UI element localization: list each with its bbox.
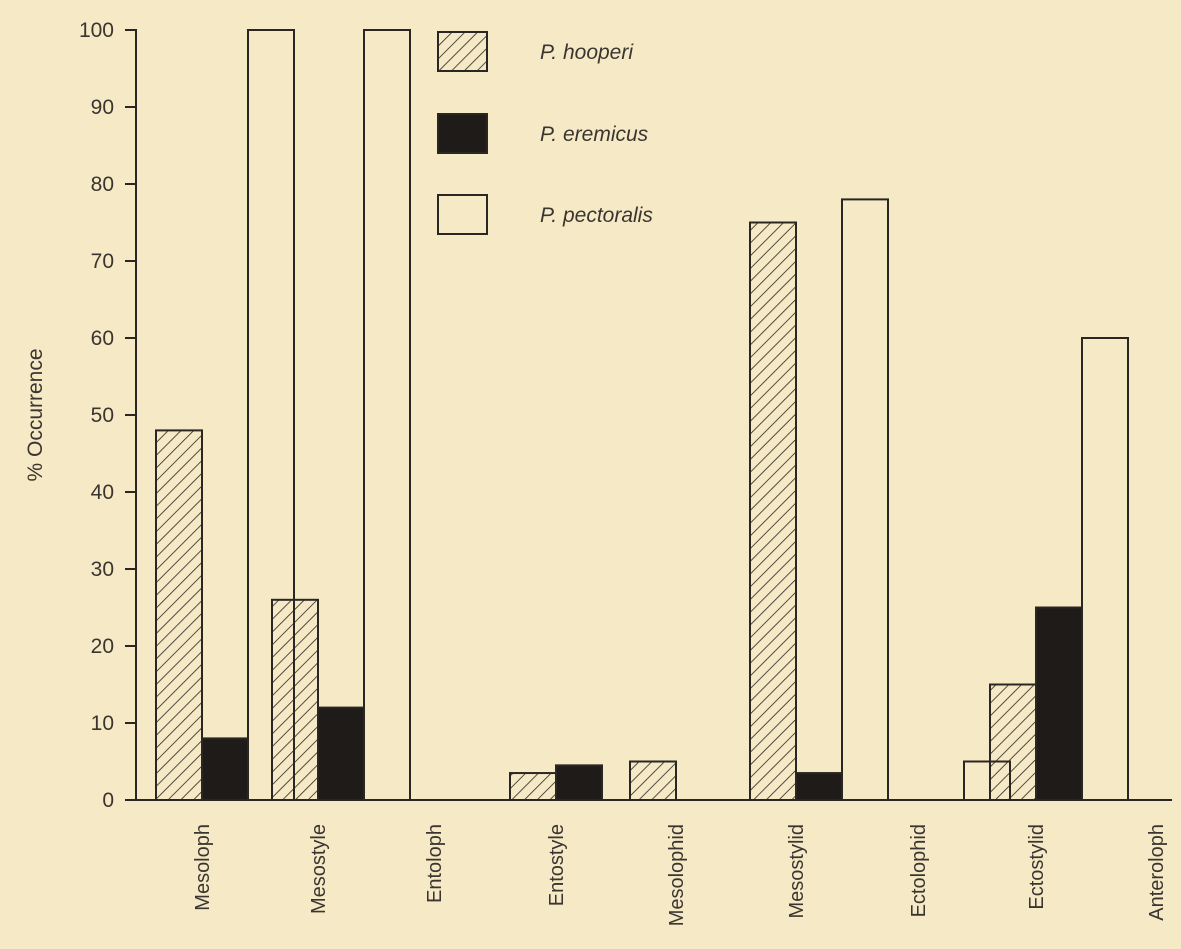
- bar-mesostyle-p-pectoralis: [363, 29, 411, 801]
- x-tick-label-entostyle: Entostyle: [546, 824, 568, 906]
- bar-entostyle-p-eremicus: [555, 764, 603, 801]
- x-tick-label-mesostylid: Mesostylid: [786, 824, 808, 918]
- bar-ectostylid-p-hooperi: [989, 683, 1037, 801]
- legend-label-1: P. hooperi: [540, 41, 634, 64]
- bar-mesostylid-p-eremicus: [795, 772, 843, 801]
- legend: P. hooperi P. eremicus P. pectoralis: [437, 31, 653, 235]
- y-tick-label-20: 20: [91, 635, 114, 658]
- x-tick-label-mesolophid: Mesolophid: [666, 824, 688, 926]
- y-tick-label-50: 50: [91, 404, 114, 427]
- y-axis-label: % Occurrence: [24, 348, 47, 481]
- y-tick-label-100: 100: [79, 19, 114, 42]
- y-tick-label-0: 0: [102, 789, 114, 812]
- bar-mesostyle-p-eremicus: [317, 706, 365, 801]
- bar-ectostylid-p-pectoralis: [1081, 337, 1129, 801]
- axes: 0 10 20 30 40 50 60 70 80 90 100 Mesoloph Mesostyle E…: [79, 19, 1172, 926]
- legend-swatch-hatched: [437, 31, 488, 72]
- bar-mesolophid-p-hooperi: [629, 760, 677, 801]
- x-tick-label-ectostylid: Ectostylid: [1026, 824, 1048, 910]
- bar-mesostyle-p-hooperi: [271, 598, 319, 801]
- y-tick-label-30: 30: [91, 558, 114, 581]
- y-tick-label-40: 40: [91, 481, 114, 504]
- x-tick-label-anteroloph: Anteroloph: [1146, 824, 1168, 921]
- bar-ectostylid-p-eremicus: [1035, 606, 1083, 801]
- bar-entostyle-p-hooperi: [509, 772, 557, 801]
- y-tick-label-10: 10: [91, 712, 114, 735]
- bar-mesoloph-p-eremicus: [201, 737, 249, 802]
- x-tick-label-mesostyle: Mesostyle: [308, 824, 330, 914]
- x-tick-label-mesoloph: Mesoloph: [192, 824, 214, 911]
- x-tick-label-entoloph: Entoloph: [424, 824, 446, 903]
- y-tick-label-90: 90: [91, 96, 114, 119]
- bar-mesostylid-p-hooperi: [749, 221, 797, 801]
- y-tick-label-80: 80: [91, 173, 114, 196]
- y-tick-label-60: 60: [91, 327, 114, 350]
- legend-label-3: P. pectoralis: [540, 204, 653, 227]
- legend-swatch-solid: [437, 113, 488, 154]
- legend-label-2: P. eremicus: [540, 123, 649, 146]
- y-tick-label-70: 70: [91, 250, 114, 273]
- bar-mesoloph-p-hooperi: [155, 429, 203, 801]
- legend-swatch-open: [437, 194, 488, 235]
- bars: [155, 29, 1129, 802]
- x-tick-label-ectolophid: Ectolophid: [908, 824, 930, 917]
- bar-mesostylid-p-pectoralis: [841, 198, 889, 801]
